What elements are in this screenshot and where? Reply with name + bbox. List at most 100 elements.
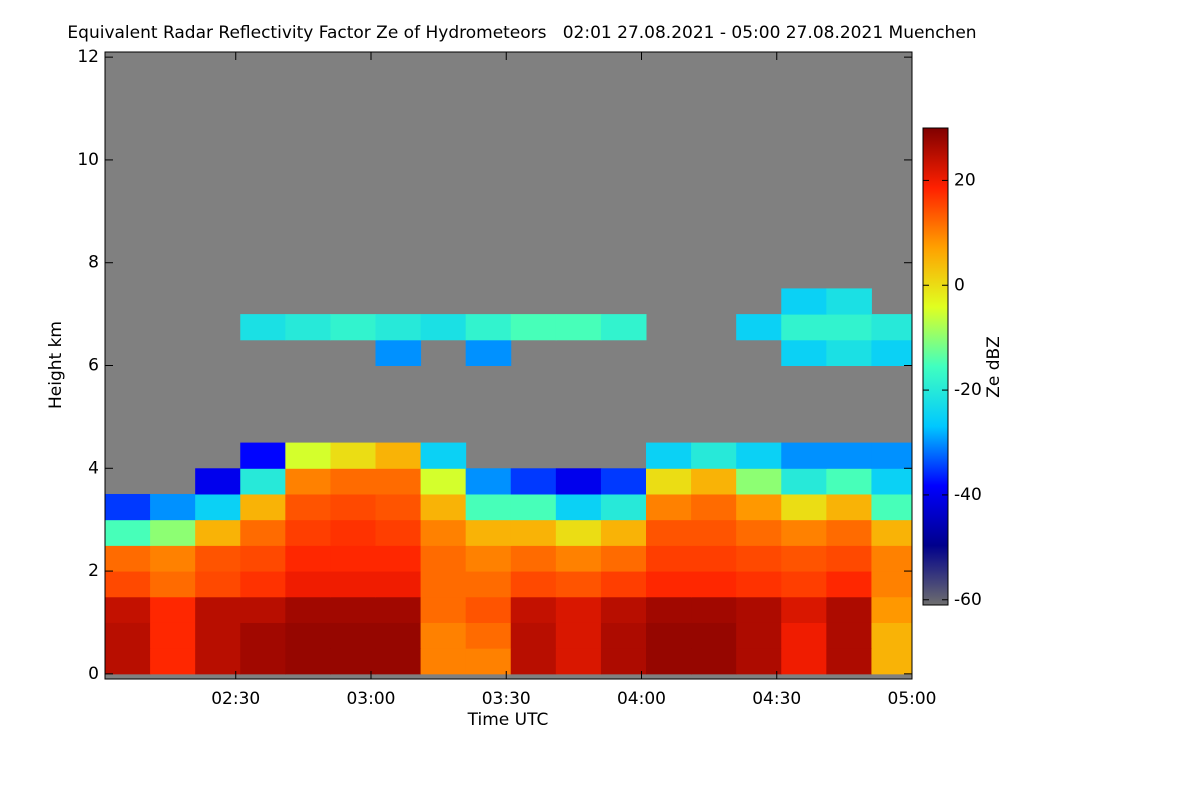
heatmap-cell bbox=[330, 519, 377, 546]
heatmap-cell bbox=[285, 493, 331, 521]
heatmap-cell bbox=[285, 468, 331, 495]
heatmap-cell bbox=[691, 442, 737, 469]
y-tick-label: 12 bbox=[77, 47, 99, 67]
heatmap-cell bbox=[691, 545, 737, 572]
heatmap-cell bbox=[600, 596, 647, 623]
heatmap-cell bbox=[781, 622, 827, 649]
heatmap-cell bbox=[736, 314, 782, 341]
heatmap-cell bbox=[420, 493, 467, 521]
heatmap-cell bbox=[105, 622, 151, 649]
heatmap-cell bbox=[826, 288, 872, 315]
heatmap-cell bbox=[375, 493, 422, 521]
heatmap-cell bbox=[600, 571, 647, 598]
heatmap-cell bbox=[736, 545, 782, 572]
heatmap-cell bbox=[375, 596, 422, 623]
heatmap-cell bbox=[150, 545, 196, 572]
heatmap-cell bbox=[195, 468, 241, 495]
heatmap-cell bbox=[871, 596, 912, 623]
heatmap-cell bbox=[646, 493, 692, 521]
heatmap-cell bbox=[420, 596, 467, 623]
heatmap-cell bbox=[240, 648, 286, 675]
x-tick-label: 02:30 bbox=[211, 689, 260, 709]
heatmap-cell bbox=[510, 648, 557, 675]
heatmap-cell bbox=[195, 648, 241, 675]
heatmap-cell bbox=[240, 519, 286, 546]
heatmap-cell bbox=[781, 442, 827, 469]
heatmap-cell bbox=[375, 545, 422, 572]
heatmap-cell bbox=[826, 622, 872, 649]
heatmap-cell bbox=[510, 493, 557, 521]
heatmap-cell bbox=[465, 545, 512, 572]
heatmap-cell bbox=[691, 519, 737, 546]
heatmap-cell bbox=[871, 468, 912, 495]
heatmap-cell bbox=[736, 468, 782, 495]
heatmap-cell bbox=[555, 545, 602, 572]
heatmap-cell bbox=[105, 648, 151, 675]
heatmap-cell bbox=[240, 314, 286, 341]
heatmap-cell bbox=[510, 545, 557, 572]
heatmap-cell bbox=[150, 493, 196, 521]
heatmap-cell bbox=[240, 545, 286, 572]
heatmap-cell bbox=[285, 596, 331, 623]
heatmap-cell bbox=[330, 648, 377, 675]
heatmap-cell bbox=[646, 545, 692, 572]
heatmap-cell bbox=[375, 648, 422, 675]
heatmap-cell bbox=[195, 493, 241, 521]
heatmap-cell bbox=[285, 519, 331, 546]
y-tick-label: 10 bbox=[77, 150, 99, 170]
heatmap-cell bbox=[646, 442, 692, 469]
heatmap-cell bbox=[781, 288, 827, 315]
heatmap-cell bbox=[420, 442, 467, 469]
heatmap-cell bbox=[826, 519, 872, 546]
x-tick-label: 03:30 bbox=[482, 689, 531, 709]
heatmap-cell bbox=[240, 571, 286, 598]
heatmap-cell bbox=[240, 596, 286, 623]
heatmap-cell bbox=[465, 622, 512, 649]
heatmap-cell bbox=[871, 519, 912, 546]
heatmap-cell bbox=[375, 519, 422, 546]
y-tick-label: 2 bbox=[88, 561, 99, 581]
heatmap-cell bbox=[826, 339, 872, 366]
colorbar-tick-label: 20 bbox=[954, 170, 976, 190]
heatmap-cell bbox=[871, 314, 912, 341]
heatmap-cell bbox=[375, 468, 422, 495]
x-tick-label: 05:00 bbox=[888, 689, 937, 709]
heatmap-cell bbox=[871, 648, 912, 675]
heatmap-cell bbox=[871, 545, 912, 572]
heatmap-cell bbox=[510, 519, 557, 546]
heatmap-cell bbox=[781, 519, 827, 546]
heatmap-cell bbox=[871, 622, 912, 649]
heatmap-cell bbox=[646, 648, 692, 675]
heatmap-cell bbox=[465, 339, 512, 366]
heatmap-cell bbox=[465, 648, 512, 675]
heatmap-cell bbox=[420, 622, 467, 649]
y-tick-label: 6 bbox=[88, 356, 99, 376]
heatmap-cell bbox=[781, 314, 827, 341]
heatmap-cell bbox=[465, 571, 512, 598]
heatmap-cell bbox=[195, 545, 241, 572]
heatmap-cell bbox=[285, 545, 331, 572]
heatmap-cell bbox=[555, 622, 602, 649]
heatmap-cell bbox=[736, 519, 782, 546]
heatmap-cell bbox=[600, 648, 647, 675]
heatmap-cell bbox=[195, 519, 241, 546]
heatmap-cell bbox=[646, 596, 692, 623]
heatmap-cell bbox=[510, 622, 557, 649]
heatmap-cell bbox=[600, 519, 647, 546]
x-tick-label: 04:00 bbox=[617, 689, 666, 709]
heatmap-cell bbox=[240, 493, 286, 521]
colorbar-tick-label: 0 bbox=[954, 275, 965, 295]
heatmap-cell bbox=[330, 493, 377, 521]
heatmap-cell bbox=[105, 519, 151, 546]
heatmap-cell bbox=[826, 596, 872, 623]
heatmap-cell bbox=[420, 571, 467, 598]
heatmap-cell bbox=[420, 648, 467, 675]
heatmap-cell bbox=[871, 442, 912, 469]
heatmap-cell bbox=[105, 493, 151, 521]
heatmap-cell bbox=[330, 545, 377, 572]
heatmap-cell bbox=[465, 468, 512, 495]
heatmap-cell bbox=[150, 648, 196, 675]
heatmap-cell bbox=[465, 314, 512, 341]
heatmap-cell bbox=[736, 648, 782, 675]
